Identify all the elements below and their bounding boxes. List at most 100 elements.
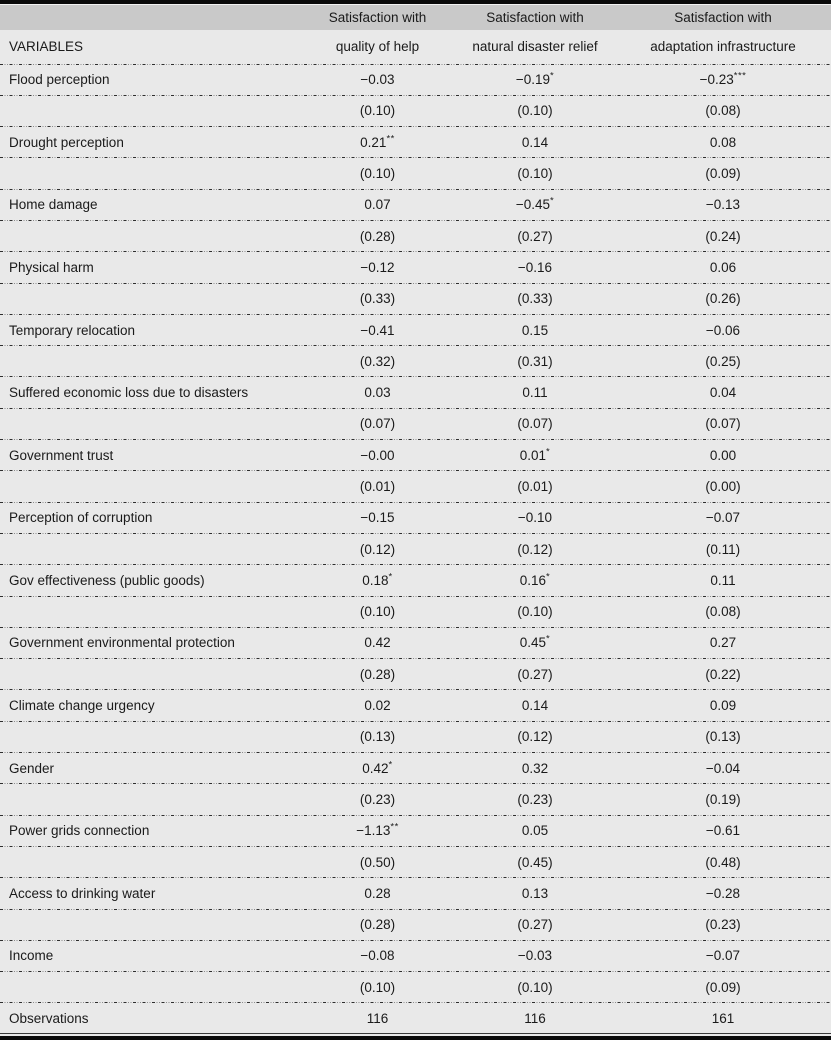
value-cell: −0.19* (455, 71, 615, 87)
value-cell: (0.27) (455, 917, 615, 932)
cell-value: (0.10) (517, 979, 553, 995)
cell-value: 0.11 (522, 385, 548, 401)
cell-value: −0.15 (360, 510, 395, 526)
row-label: Drought perception (9, 134, 124, 150)
table-row: Gender 0.42* 0.32 −0.04 (0, 754, 831, 783)
value-cell: 0.42* (300, 759, 455, 776)
value-cell: (0.27) (455, 667, 615, 682)
value-cell: 0.42 (300, 635, 455, 650)
column-header-line1: Satisfaction with (328, 10, 427, 25)
value-cell: (0.28) (300, 667, 455, 682)
table-row: Income −0.08 −0.03 −0.07 (0, 941, 831, 970)
cell-value: (0.10) (517, 103, 553, 119)
value-cell: (0.32) (300, 354, 455, 369)
cell-value: 116 (524, 1011, 546, 1027)
row-separator (0, 532, 831, 535)
value-cell: (0.13) (615, 729, 831, 744)
value-cell: (0.48) (615, 855, 831, 870)
cell-value: −0.07 (705, 510, 741, 526)
value-cell: 0.11 (455, 385, 615, 400)
row-separator (0, 125, 831, 128)
significance-stars: * (388, 759, 393, 771)
table-row: (0.07) (0.07) (0.07) (0, 409, 831, 438)
cell-value: (0.27) (517, 228, 553, 244)
significance-stars: *** (733, 70, 747, 82)
value-cell: (0.12) (300, 542, 455, 557)
row-separator (0, 751, 831, 754)
table-row: (0.01) (0.01) (0.00) (0, 472, 831, 501)
table-body: Flood perception −0.03 −0.19* −0.23*** (0.10… (0, 65, 831, 1033)
column-header-line2: quality of help (335, 39, 420, 54)
cell-value: 0.03 (364, 385, 391, 401)
row-label: Observations (9, 1011, 89, 1027)
value-cell: 0.32 (455, 761, 615, 776)
cell-value: (0.19) (705, 791, 741, 807)
cell-value: −0.06 (705, 322, 741, 338)
cell-value: −0.03 (517, 948, 553, 964)
cell-value: 0.14 (521, 698, 549, 714)
cell-value: (0.12) (359, 541, 396, 557)
cell-value: 0.45 (519, 635, 547, 651)
table-row: (0.50) (0.45) (0.48) (0, 847, 831, 876)
cell-value: (0.09) (705, 166, 741, 182)
row-label: Temporary relocation (9, 322, 136, 338)
row-label: Perception of corruption (9, 510, 153, 526)
row-separator (0, 94, 831, 97)
value-cell: (0.33) (300, 291, 455, 306)
value-cell: (0.10) (300, 604, 455, 619)
cell-value: 0.11 (710, 572, 736, 588)
cell-value: 0.07 (364, 197, 391, 213)
cell-value: (0.12) (517, 729, 553, 745)
row-label: Suffered economic loss due to disasters (9, 385, 249, 401)
cell-value: 0.15 (521, 322, 549, 338)
value-cell: 116 (455, 1011, 615, 1026)
value-cell: 0.15 (455, 323, 615, 338)
value-cell: (0.00) (615, 479, 831, 494)
row-separator (0, 469, 831, 472)
cell-value: (0.27) (517, 666, 553, 682)
table-row: Perception of corruption −0.15 −0.10 −0.07 (0, 503, 831, 532)
row-separator (0, 720, 831, 723)
value-cell: 0.01* (455, 446, 615, 463)
value-cell: 0.07 (300, 197, 455, 212)
row-separator (0, 188, 831, 191)
value-cell: −0.03 (300, 72, 455, 87)
top-rule (0, 0, 831, 4)
cell-value: (0.33) (359, 291, 396, 307)
value-cell: (0.12) (455, 542, 615, 557)
value-cell: (0.10) (455, 166, 615, 181)
value-cell: (0.07) (300, 416, 455, 431)
value-cell: 0.16* (455, 572, 615, 588)
row-label: Gov effectiveness (public goods) (9, 572, 205, 588)
row-label: Government environmental protection (9, 635, 235, 651)
significance-stars: * (546, 446, 551, 458)
value-cell: (0.10) (300, 166, 455, 181)
row-label: Home damage (9, 197, 98, 213)
cell-value: −0.08 (360, 948, 395, 964)
cell-value: (0.12) (517, 541, 553, 557)
value-cell: −0.15 (300, 510, 455, 525)
value-cell: −0.12 (300, 260, 455, 275)
cell-value: 0.06 (709, 259, 737, 275)
value-cell: (0.10) (300, 980, 455, 995)
row-label: Power grids connection (9, 823, 150, 839)
row-separator (0, 438, 831, 441)
cell-value: (0.26) (705, 291, 741, 307)
cell-value: 0.27 (709, 635, 737, 651)
cell-value: −0.13 (705, 197, 741, 213)
cell-value: 0.09 (709, 698, 737, 714)
cell-value: 0.13 (521, 885, 549, 901)
value-cell: (0.25) (615, 354, 831, 369)
row-separator (0, 156, 831, 159)
cell-value: (0.07) (359, 416, 396, 432)
table-row: Access to drinking water 0.28 0.13 −0.28 (0, 879, 831, 908)
cell-value: −0.16 (517, 259, 553, 275)
value-cell: 0.27 (615, 635, 831, 650)
table-row: Climate change urgency 0.02 0.14 0.09 (0, 691, 831, 720)
row-separator (0, 501, 831, 504)
value-cell: 0.00 (615, 448, 831, 463)
cell-value: −1.13 (356, 823, 391, 839)
value-cell: 0.13 (455, 886, 615, 901)
table-row: (0.10) (0.10) (0.09) (0, 159, 831, 188)
value-cell: (0.12) (455, 729, 615, 744)
